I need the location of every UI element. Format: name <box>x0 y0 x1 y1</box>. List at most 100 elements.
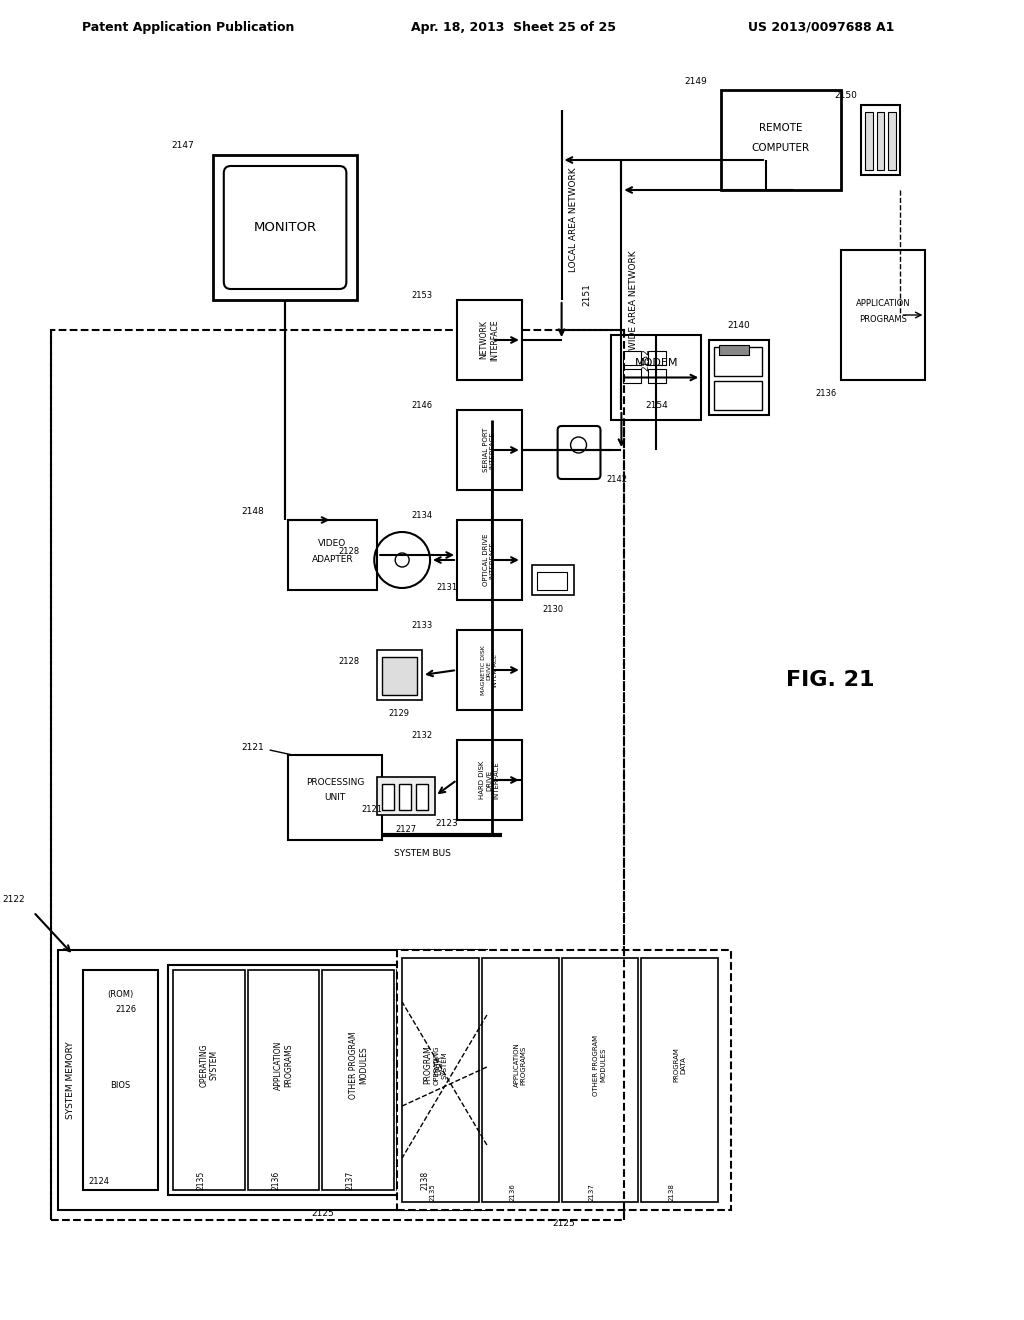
Text: HARD DISK
DRIVE
INTERFACE: HARD DISK DRIVE INTERFACE <box>479 760 500 799</box>
Text: 2151: 2151 <box>582 284 591 306</box>
Text: 2135: 2135 <box>429 1183 435 1201</box>
Text: 2122: 2122 <box>2 895 25 904</box>
FancyBboxPatch shape <box>841 249 926 380</box>
Text: 2126: 2126 <box>115 1006 136 1015</box>
FancyBboxPatch shape <box>457 300 522 380</box>
Text: 2148: 2148 <box>242 507 264 516</box>
FancyBboxPatch shape <box>377 649 422 700</box>
Text: MODEM: MODEM <box>635 358 678 367</box>
Text: APPLICATION
PROGRAMS: APPLICATION PROGRAMS <box>514 1043 526 1088</box>
FancyBboxPatch shape <box>714 381 762 411</box>
Text: OTHER PROGRAM
MODULES: OTHER PROGRAM MODULES <box>348 1031 368 1098</box>
FancyBboxPatch shape <box>648 351 667 364</box>
Text: SYSTEM BUS: SYSTEM BUS <box>393 849 451 858</box>
FancyBboxPatch shape <box>860 106 900 176</box>
Text: Apr. 18, 2013  Sheet 25 of 25: Apr. 18, 2013 Sheet 25 of 25 <box>412 21 616 33</box>
Text: 2150: 2150 <box>835 91 857 99</box>
Text: 2138: 2138 <box>669 1183 675 1201</box>
FancyBboxPatch shape <box>288 755 382 840</box>
Text: VIDEO: VIDEO <box>318 539 346 548</box>
FancyBboxPatch shape <box>213 154 357 300</box>
Text: 2121: 2121 <box>361 805 383 814</box>
Text: MAGNETIC DISK
DRIVE
INTERFACE: MAGNETIC DISK DRIVE INTERFACE <box>481 645 498 694</box>
FancyBboxPatch shape <box>561 958 638 1203</box>
Text: 2125: 2125 <box>553 1220 575 1229</box>
FancyBboxPatch shape <box>482 958 559 1203</box>
FancyBboxPatch shape <box>457 630 522 710</box>
Text: US 2013/0097688 A1: US 2013/0097688 A1 <box>748 21 894 33</box>
FancyBboxPatch shape <box>397 970 469 1191</box>
Text: PROGRAM
DATA: PROGRAM DATA <box>423 1045 442 1084</box>
FancyBboxPatch shape <box>382 784 394 810</box>
FancyBboxPatch shape <box>399 784 412 810</box>
FancyBboxPatch shape <box>714 347 762 376</box>
Text: 2128: 2128 <box>339 657 359 667</box>
FancyBboxPatch shape <box>397 950 731 1210</box>
FancyBboxPatch shape <box>457 411 522 490</box>
Text: NETWORK
INTERFACE: NETWORK INTERFACE <box>479 319 499 360</box>
Text: 2129: 2129 <box>389 710 410 718</box>
FancyBboxPatch shape <box>224 166 346 289</box>
Text: 2133: 2133 <box>412 620 433 630</box>
Text: 2142: 2142 <box>606 475 627 484</box>
Text: 2131: 2131 <box>436 583 458 593</box>
Text: 2136: 2136 <box>509 1183 515 1201</box>
Text: 2124: 2124 <box>88 1177 110 1187</box>
Text: 2138: 2138 <box>421 1171 430 1189</box>
Text: 2146: 2146 <box>412 400 433 409</box>
FancyBboxPatch shape <box>382 657 417 696</box>
Text: 2147: 2147 <box>172 140 195 149</box>
FancyBboxPatch shape <box>624 351 641 364</box>
Text: OTHER PROGRAM
MODULES: OTHER PROGRAM MODULES <box>594 1035 606 1096</box>
FancyBboxPatch shape <box>537 572 566 590</box>
Text: REMOTE: REMOTE <box>759 123 803 133</box>
Text: SYSTEM MEMORY: SYSTEM MEMORY <box>66 1041 75 1119</box>
FancyBboxPatch shape <box>168 965 477 1195</box>
FancyBboxPatch shape <box>83 970 158 1191</box>
Text: COMPUTER: COMPUTER <box>752 143 810 153</box>
Text: 2135: 2135 <box>197 1171 206 1189</box>
FancyBboxPatch shape <box>864 112 872 170</box>
Text: OPERATING
SYSTEM: OPERATING SYSTEM <box>199 1043 218 1086</box>
Text: MONITOR: MONITOR <box>254 220 316 234</box>
Text: 2128: 2128 <box>339 548 359 557</box>
FancyBboxPatch shape <box>648 368 667 383</box>
Text: 2149: 2149 <box>685 78 708 87</box>
Text: FIG. 21: FIG. 21 <box>786 671 874 690</box>
Text: (ROM): (ROM) <box>108 990 134 999</box>
Text: 2136: 2136 <box>815 389 837 399</box>
Text: OPTICAL DRIVE
INTERFACE: OPTICAL DRIVE INTERFACE <box>483 533 496 586</box>
Text: 2153: 2153 <box>412 290 433 300</box>
Text: APPLICATION
PROGRAMS: APPLICATION PROGRAMS <box>273 1040 293 1090</box>
Text: BIOS: BIOS <box>111 1081 131 1089</box>
Text: Patent Application Publication: Patent Application Publication <box>82 21 294 33</box>
Text: 2132: 2132 <box>412 730 433 739</box>
Text: 2123: 2123 <box>435 818 459 828</box>
FancyBboxPatch shape <box>624 368 641 383</box>
FancyBboxPatch shape <box>288 520 377 590</box>
FancyBboxPatch shape <box>457 520 522 601</box>
Text: 2152: 2152 <box>642 348 651 371</box>
Text: PROGRAM
DATA: PROGRAM DATA <box>673 1048 686 1082</box>
Text: SERIAL PORT
INTERFACE: SERIAL PORT INTERFACE <box>483 428 496 473</box>
FancyBboxPatch shape <box>558 426 600 479</box>
Text: 2134: 2134 <box>412 511 433 520</box>
FancyBboxPatch shape <box>457 741 522 820</box>
FancyBboxPatch shape <box>58 950 486 1210</box>
Text: UNIT: UNIT <box>325 793 345 803</box>
Text: ADAPTER: ADAPTER <box>311 556 353 565</box>
FancyBboxPatch shape <box>323 970 394 1191</box>
Text: 2136: 2136 <box>271 1171 281 1189</box>
Text: APPLICATION: APPLICATION <box>856 298 910 308</box>
Text: PROCESSING: PROCESSING <box>306 777 365 787</box>
FancyBboxPatch shape <box>51 330 625 1220</box>
FancyBboxPatch shape <box>721 90 841 190</box>
FancyBboxPatch shape <box>877 112 885 170</box>
Text: PROGRAMS: PROGRAMS <box>859 315 907 325</box>
FancyBboxPatch shape <box>641 958 718 1203</box>
FancyBboxPatch shape <box>248 970 319 1191</box>
Text: 2140: 2140 <box>728 321 751 330</box>
FancyBboxPatch shape <box>402 958 479 1203</box>
Text: 2127: 2127 <box>395 825 417 833</box>
FancyBboxPatch shape <box>611 335 701 420</box>
